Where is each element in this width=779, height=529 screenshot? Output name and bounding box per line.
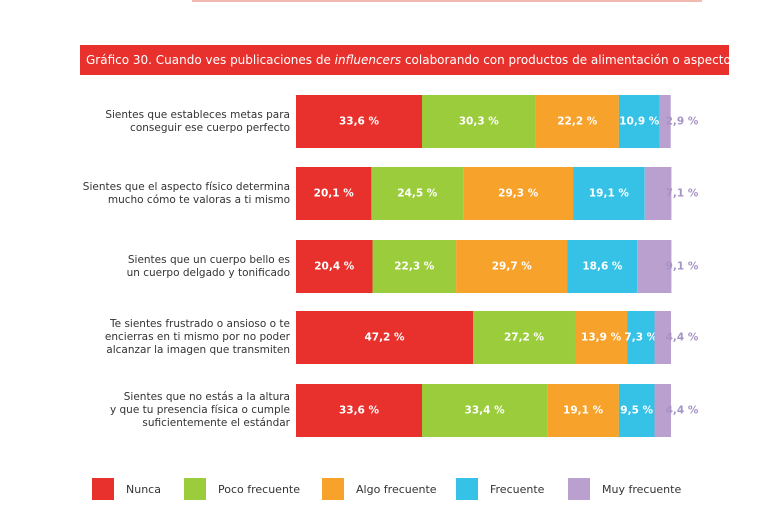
- chart-title: Gráfico 30. Cuando ves publicaciones de …: [80, 45, 729, 75]
- data-label-muy-frecuente-1: 2,9 %: [666, 116, 699, 128]
- legend-swatch-muy-frecuente: [568, 478, 590, 500]
- bar-segment-nunca-4: [296, 311, 473, 364]
- data-label-frecuente-4: 7,3 %: [624, 332, 657, 344]
- bar-segment-muy-frecuente-3: [637, 240, 672, 293]
- category-label-line: y que tu presencia física o cumple: [109, 404, 290, 416]
- category-label-line: un cuerpo delgado y tonificado: [126, 266, 290, 279]
- bar-segment-muy-frecuente-4: [654, 311, 671, 364]
- legend-swatch-poco-frecuente: [184, 478, 206, 500]
- category-label-line: mucho cómo te valoras a ti mismo: [107, 193, 290, 206]
- data-label-poco-frecuente-3: 22,3 %: [394, 261, 435, 273]
- data-label-nunca-3: 20,4 %: [314, 261, 355, 273]
- category-label-1: Sientes que estableces metas para consegu…: [80, 109, 290, 135]
- chart-title-italic: influencers: [334, 53, 402, 67]
- data-label-poco-frecuente-1: 30,3 %: [459, 116, 500, 128]
- data-label-nunca-5: 33,6 %: [339, 405, 380, 417]
- data-label-frecuente-5: 9,5 %: [620, 405, 653, 417]
- data-label-algo-frecuente-3: 29,7 %: [492, 261, 533, 273]
- data-label-frecuente-2: 19,1 %: [589, 188, 630, 200]
- bar-segment-nunca-3: [296, 240, 373, 293]
- bar-segment-algo-frecuente-3: [456, 240, 568, 293]
- bar-segment-poco-frecuente-3: [372, 240, 457, 293]
- bar-segment-muy-frecuente-1: [659, 95, 671, 148]
- category-label-3: Sientes que un cuerpo bello es un cuerpo …: [80, 254, 290, 280]
- bar-segment-frecuente-4: [627, 311, 655, 364]
- legend-item-nunca: Nunca: [92, 477, 161, 501]
- data-label-muy-frecuente-5: 4,4 %: [666, 405, 699, 417]
- legend-label-nunca: Nunca: [126, 482, 161, 496]
- bar-segment-poco-frecuente-2: [371, 167, 464, 220]
- bar-segment-algo-frecuente-1: [535, 95, 619, 148]
- bar-segment-algo-frecuente-5: [547, 384, 619, 437]
- bar-segment-nunca-1: [296, 95, 422, 148]
- bar-segment-algo-frecuente-2: [463, 167, 574, 220]
- legend-label-frecuente: Frecuente: [490, 482, 545, 496]
- data-label-nunca-2: 20,1 %: [314, 188, 355, 200]
- category-label-4: Te sientes frustrado o ansioso o te encie…: [80, 318, 290, 357]
- category-label-line: suficientemente el estándar: [142, 417, 290, 429]
- category-label-5: Sientes que no estás a la altura y que tu…: [80, 391, 290, 430]
- bar-segment-algo-frecuente-4: [575, 311, 628, 364]
- bar-segment-poco-frecuente-5: [422, 384, 548, 437]
- bar-segment-frecuente-3: [567, 240, 638, 293]
- bar-segment-frecuente-5: [618, 384, 655, 437]
- bar-segment-nunca-2: [296, 167, 372, 220]
- bar-segment-frecuente-2: [573, 167, 645, 220]
- legend-item-frecuente: Frecuente: [456, 477, 544, 501]
- data-label-nunca-4: 47,2 %: [364, 332, 405, 344]
- category-label-line: encierras en ti mismo por no poder: [104, 331, 290, 343]
- category-label-line: Sientes que estableces metas para: [105, 108, 290, 121]
- category-label-line: alcanzar la imagen que transmiten: [106, 344, 290, 356]
- data-label-algo-frecuente-4: 13,9 %: [581, 332, 622, 344]
- data-label-algo-frecuente-1: 22,2 %: [557, 116, 598, 128]
- legend-swatch-nunca: [92, 478, 114, 500]
- data-label-frecuente-3: 18,6 %: [582, 261, 623, 273]
- category-label-2: Sientes que el aspecto físico determina m…: [80, 181, 290, 207]
- bar-segment-nunca-5: [296, 384, 422, 437]
- legend-label-poco-frecuente: Poco frecuente: [218, 482, 301, 496]
- bar-segment-muy-frecuente-2: [644, 167, 672, 220]
- chart-title-prefix: Gráfico 30. Cuando ves publicaciones de: [86, 53, 335, 67]
- data-label-algo-frecuente-5: 19,1 %: [563, 405, 604, 417]
- bar-segment-muy-frecuente-5: [654, 384, 671, 437]
- legend-item-muy-frecuente: Muy frecuente: [568, 477, 681, 501]
- category-label-line: Sientes que no estás a la altura: [123, 391, 290, 403]
- data-label-frecuente-1: 10,9 %: [619, 116, 660, 128]
- data-label-poco-frecuente-4: 27,2 %: [504, 332, 545, 344]
- legend-swatch-algo-frecuente: [322, 478, 344, 500]
- legend-label-algo-frecuente: Algo frecuente: [356, 482, 437, 496]
- data-label-poco-frecuente-2: 24,5 %: [397, 188, 438, 200]
- category-label-line: Te sientes frustrado o ansioso o te: [110, 318, 290, 330]
- category-label-line: Sientes que el aspecto físico determina: [82, 180, 290, 193]
- data-label-nunca-1: 33,6 %: [339, 116, 380, 128]
- legend-item-algo-frecuente: Algo frecuente: [322, 477, 437, 501]
- top-divider: [192, 0, 702, 2]
- data-label-muy-frecuente-2: 7,1 %: [666, 188, 699, 200]
- data-label-muy-frecuente-3: 9,1 %: [666, 261, 699, 273]
- data-label-algo-frecuente-2: 29,3 %: [498, 188, 539, 200]
- stacked-bar-chart: 33,6 % 30,3 % 22,2 % 10,9 % 2,9 % 20,1 % 24,5 …: [296, 95, 699, 437]
- legend-label-muy-frecuente: Muy frecuente: [602, 482, 682, 496]
- bar-segment-poco-frecuente-1: [422, 95, 536, 148]
- data-label-muy-frecuente-4: 4,4 %: [666, 332, 699, 344]
- data-label-poco-frecuente-5: 33,4 %: [465, 405, 506, 417]
- category-label-line: Sientes que un cuerpo bello es: [127, 253, 290, 266]
- bar-segment-frecuente-1: [618, 95, 660, 148]
- bar-segment-poco-frecuente-4: [473, 311, 575, 364]
- legend-item-poco-frecuente: Poco frecuente: [184, 477, 300, 501]
- chart-title-suffix: colaborando con productos de alimentació…: [404, 53, 729, 67]
- category-label-line: conseguir ese cuerpo perfecto: [130, 121, 290, 134]
- legend-swatch-frecuente: [456, 478, 478, 500]
